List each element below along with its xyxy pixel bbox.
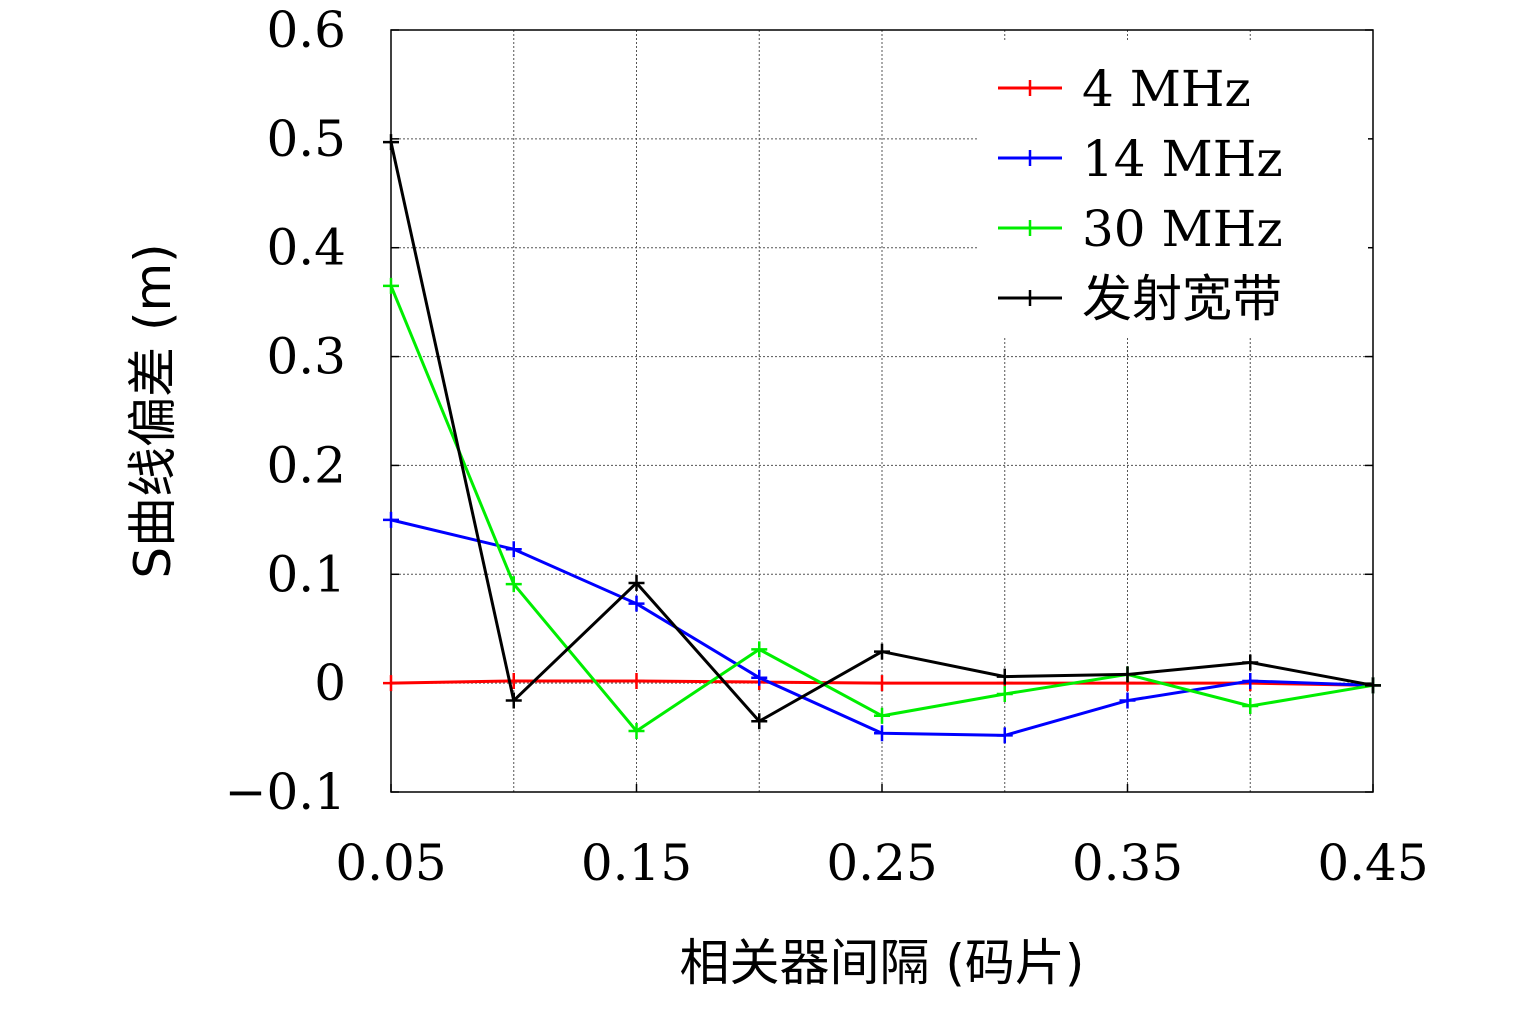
data-point [1242, 698, 1259, 715]
data-point [751, 641, 768, 658]
y-tick-label: 0.6 [266, 1, 346, 59]
data-point [1242, 672, 1259, 689]
data-point [383, 277, 399, 294]
data-point [1119, 692, 1136, 709]
data-point [628, 574, 645, 591]
legend-label: 4 MHz [1082, 60, 1251, 118]
data-point [628, 595, 645, 612]
x-axis-label: 相关器间隔 (码片) [680, 934, 1085, 992]
y-tick-label: 0.4 [266, 219, 346, 277]
x-tick-label: 0.25 [826, 834, 937, 892]
data-point [874, 725, 890, 742]
y-tick-label: 0.2 [266, 436, 346, 494]
data-point [996, 668, 1013, 685]
y-axis-label: S曲线偏差 (m) [124, 243, 182, 578]
legend-label: 30 MHz [1082, 200, 1283, 258]
data-point [996, 727, 1013, 744]
data-point [628, 672, 645, 689]
data-point [505, 576, 522, 593]
x-tick-label: 0.35 [1072, 834, 1183, 892]
y-tick-label: 0.1 [266, 545, 346, 603]
axis-ticks: −0.1 0 0.1 0.2 0.3 0.4 0.5 0.6 0.05 0.15 0.25 0.35 0… [225, 1, 1429, 892]
data-point [505, 692, 522, 709]
data-point [751, 669, 768, 686]
legend-marker [1022, 220, 1038, 236]
legend-label: 发射宽带 [1082, 270, 1282, 328]
y-tick-label: 0 [314, 654, 346, 712]
legend-marker [1022, 290, 1038, 306]
legend-marker [1022, 150, 1038, 166]
data-point [383, 511, 399, 528]
data-point [383, 134, 399, 151]
y-tick-label: −0.1 [225, 763, 346, 821]
data-point [383, 675, 399, 692]
legend: 4 MHz 14 MHz 30 MHz 发射宽带 [978, 42, 1368, 337]
y-tick-label: 0.5 [266, 110, 346, 168]
grid-lines [391, 30, 1373, 792]
series-lines [383, 134, 1381, 744]
data-point [628, 723, 645, 740]
data-point [874, 675, 890, 692]
data-point [874, 707, 890, 724]
legend-box [978, 42, 1368, 337]
legend-label: 14 MHz [1082, 130, 1283, 188]
x-tick-label: 0.45 [1317, 834, 1428, 892]
y-tick-label: 0.3 [266, 328, 346, 386]
data-point [874, 643, 890, 660]
data-point [751, 713, 768, 730]
data-point [1119, 666, 1136, 683]
data-point [505, 541, 522, 558]
x-tick-label: 0.05 [335, 834, 446, 892]
data-point [996, 686, 1013, 703]
data-point [1365, 677, 1381, 694]
legend-marker [1022, 80, 1038, 96]
data-point [1242, 654, 1259, 671]
x-tick-label: 0.15 [581, 834, 692, 892]
